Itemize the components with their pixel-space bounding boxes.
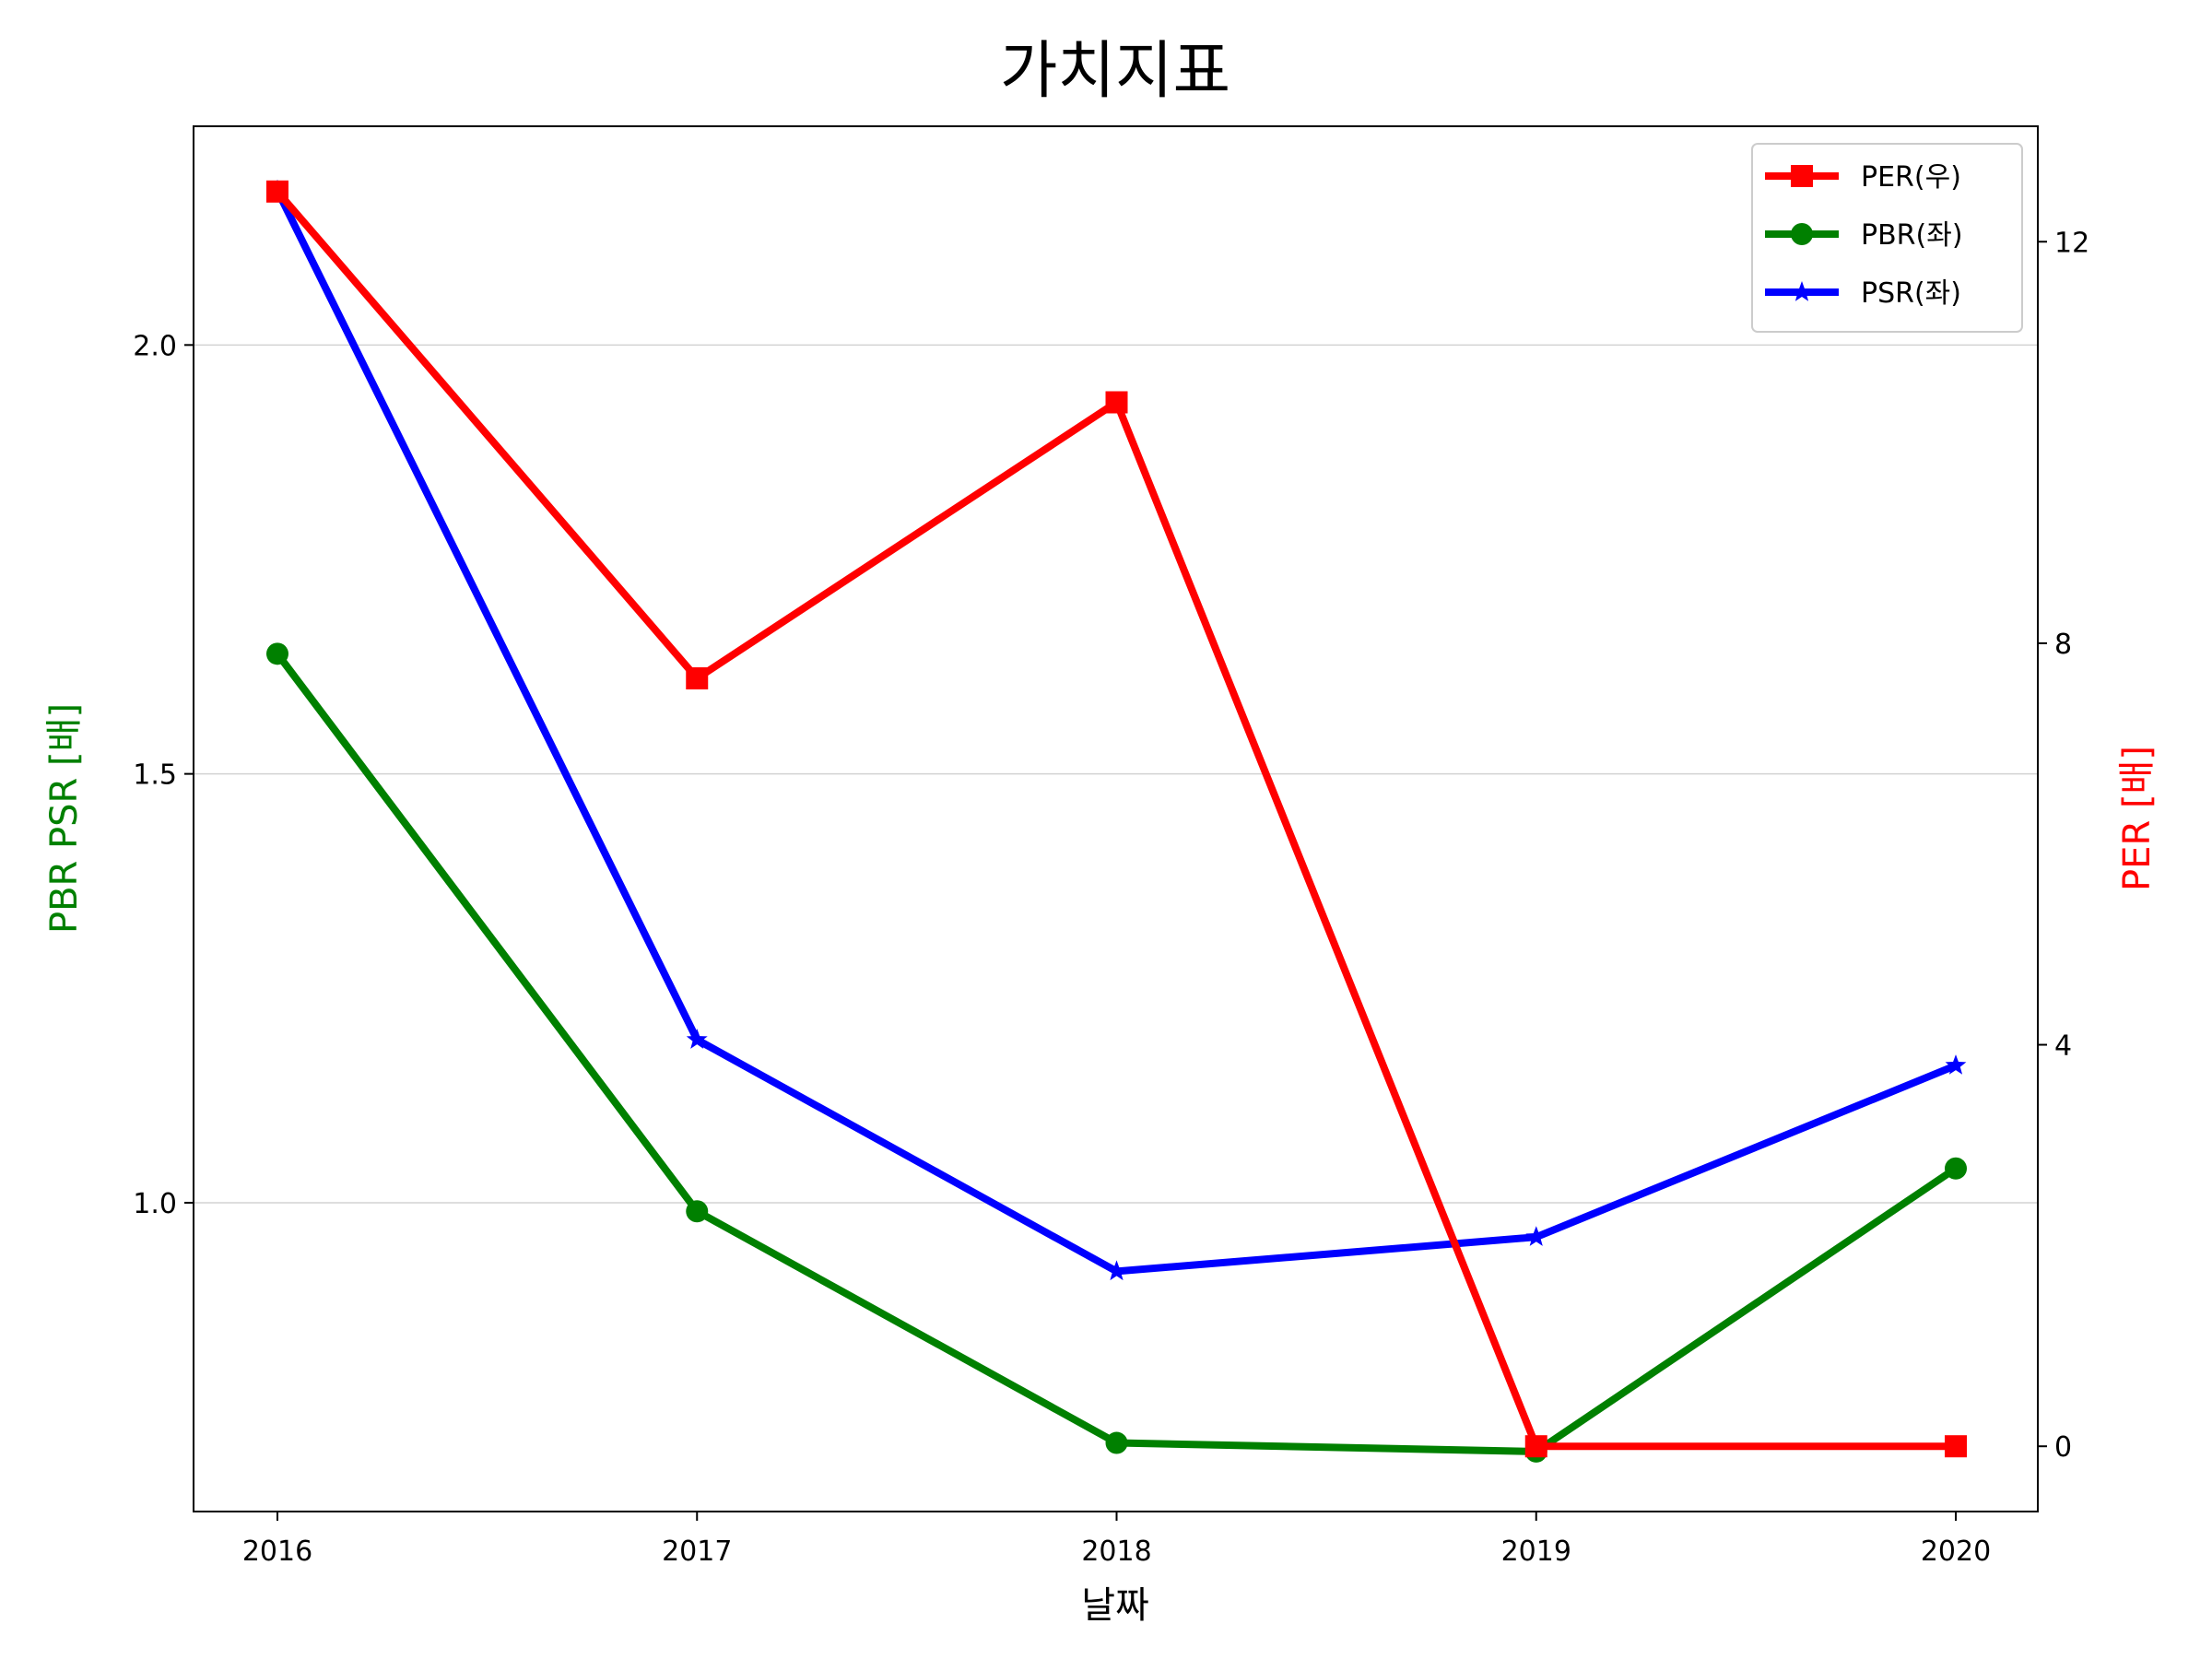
legend-marker-pbr: [1791, 223, 1813, 245]
data-point-psr-2018: [1106, 1260, 1127, 1281]
series-line-psr: [274, 189, 1958, 1276]
legend-label-pbr: PBR(좌): [1861, 219, 1963, 252]
y-right-tick-label-2: 8: [2054, 629, 2072, 661]
data-point-psr-2020: [1945, 1054, 1967, 1075]
series-layer: [266, 179, 1967, 1463]
y-right-tick-label-1: 4: [2054, 1030, 2072, 1063]
legend-box: [1751, 143, 2023, 333]
y-left-tick-label-1: 1.5: [133, 759, 177, 792]
legend: PER(우) PBR(좌) PSR(좌): [1751, 143, 2023, 333]
x-tick-label-2020: 2020: [1921, 1535, 1991, 1568]
grid-layer: [194, 344, 2038, 1204]
data-point-pbr-2017: [686, 1200, 709, 1223]
series-line-per: [274, 189, 1956, 1451]
y-left-tick-label-0: 1.0: [133, 1188, 177, 1220]
data-point-per-2020: [1945, 1435, 1967, 1458]
x-tick-label-2018: 2018: [1081, 1535, 1151, 1568]
data-point-pbr-2016: [266, 642, 288, 665]
x-axis-label: 날짜: [1081, 1584, 1149, 1627]
y-axis-label-right: PER [배]: [2116, 746, 2159, 891]
data-point-per-2018: [1105, 391, 1128, 414]
y-right-tick-label-0: 0: [2054, 1431, 2072, 1464]
series-pbr: [266, 642, 1967, 1463]
legend-item-pbr: PBR(좌): [1765, 219, 1963, 252]
legend-marker-per: [1791, 165, 1813, 187]
axis-layer: 2016 2017 2018 2019 2020 1.0 1.5 2.0 0 4 8 12: [133, 227, 2089, 1568]
y-axis-label-left: PBR PSR [배]: [43, 703, 86, 934]
data-point-psr-2019: [1525, 1226, 1547, 1246]
data-point-per-2016: [266, 180, 288, 203]
legend-item-psr: PSR(좌): [1765, 277, 1961, 310]
chart-title: 가치지표: [1000, 35, 1230, 108]
legend-marker-psr: [1791, 281, 1813, 301]
legend-item-per: PER(우): [1765, 161, 1961, 194]
series-per: [266, 180, 1967, 1458]
y-right-tick-label-3: 12: [2054, 227, 2089, 259]
x-tick-label-2017: 2017: [662, 1535, 732, 1568]
legend-label-psr: PSR(좌): [1861, 277, 1961, 310]
y-left-tick-label-2: 2.0: [133, 330, 177, 362]
legend-label-per: PER(우): [1861, 161, 1961, 194]
x-tick-label-2019: 2019: [1501, 1535, 1571, 1568]
data-point-pbr-2018: [1105, 1431, 1128, 1454]
data-point-pbr-2020: [1945, 1157, 1967, 1180]
data-point-psr-2017: [686, 1029, 708, 1049]
x-tick-label-2016: 2016: [242, 1535, 312, 1568]
data-point-per-2017: [686, 667, 709, 690]
data-point-per-2019: [1524, 1435, 1547, 1458]
